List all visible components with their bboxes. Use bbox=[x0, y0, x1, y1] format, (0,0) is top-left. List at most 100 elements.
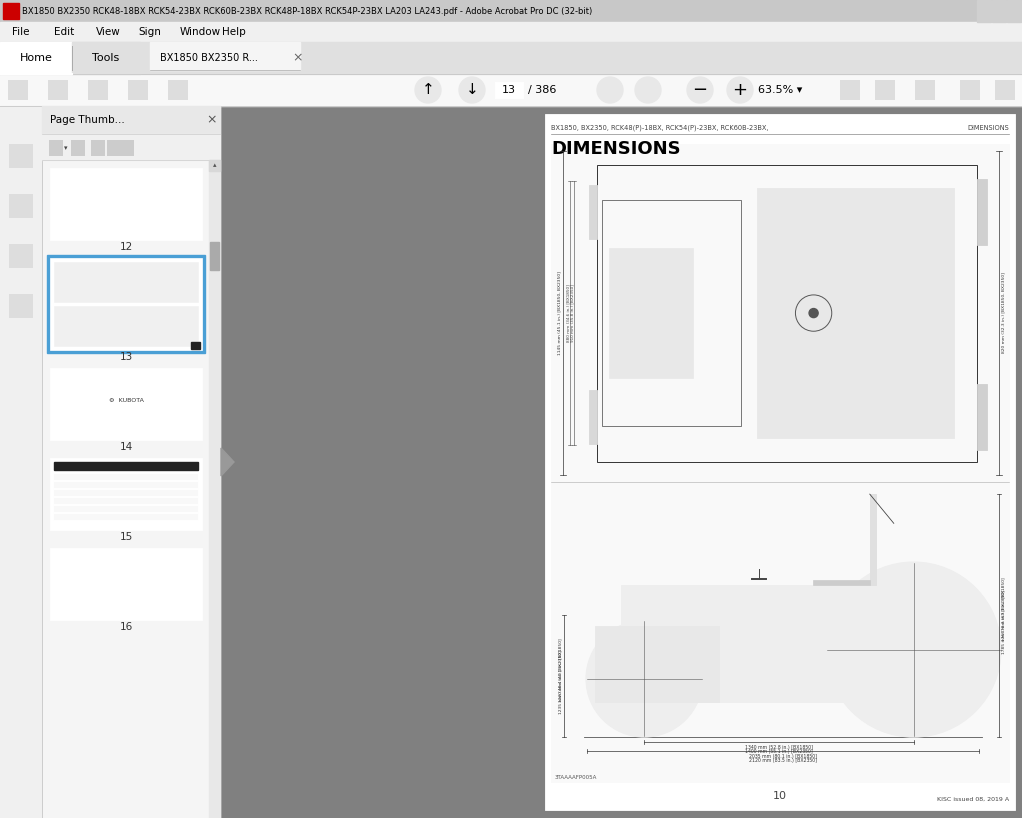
Bar bbox=[9, 294, 33, 318]
Text: +: + bbox=[733, 81, 747, 99]
Circle shape bbox=[727, 77, 753, 103]
Text: 1400 mm (55.1 in.) [BX2350]: 1400 mm (55.1 in.) [BX2350] bbox=[745, 749, 812, 754]
Bar bbox=[495, 82, 523, 98]
Polygon shape bbox=[221, 448, 234, 476]
Circle shape bbox=[635, 77, 661, 103]
Text: 12: 12 bbox=[120, 242, 133, 252]
Text: 3TAAAAFP005A: 3TAAAAFP005A bbox=[555, 775, 598, 780]
Text: −: − bbox=[693, 81, 707, 99]
Text: ↑: ↑ bbox=[422, 83, 434, 97]
Bar bbox=[54, 262, 198, 302]
Bar bbox=[992, 0, 1006, 22]
Bar bbox=[0, 74, 1022, 106]
Bar bbox=[191, 342, 200, 349]
Bar bbox=[977, 384, 987, 450]
Text: 1220 mm (48.1 in.) [BX1850]: 1220 mm (48.1 in.) [BX1850] bbox=[558, 638, 562, 702]
Circle shape bbox=[809, 308, 819, 317]
Text: 13: 13 bbox=[120, 352, 133, 362]
Bar bbox=[42, 134, 220, 160]
Bar bbox=[54, 462, 198, 470]
Bar bbox=[812, 581, 870, 586]
Text: 15: 15 bbox=[120, 532, 133, 542]
Text: Tools: Tools bbox=[92, 53, 120, 63]
Text: File: File bbox=[12, 27, 30, 37]
Bar bbox=[54, 490, 198, 496]
Bar bbox=[54, 474, 198, 480]
Bar bbox=[621, 586, 948, 702]
Bar bbox=[50, 258, 202, 350]
Text: BX1850 BX2350 R...: BX1850 BX2350 R... bbox=[160, 53, 258, 63]
Bar bbox=[0, 106, 1022, 818]
Text: 880 mm (34.6 in.) [BX1850]: 880 mm (34.6 in.) [BX1850] bbox=[566, 284, 570, 342]
Bar bbox=[545, 114, 1015, 810]
Bar bbox=[50, 368, 202, 440]
Text: BX1850, BX2350, RCK48(P)-18BX, RCK54(P)-23BX, RCK60B-23BX,: BX1850, BX2350, RCK48(P)-18BX, RCK54(P)-… bbox=[551, 124, 769, 131]
Bar bbox=[107, 140, 121, 156]
Text: 63.5% ▾: 63.5% ▾ bbox=[758, 85, 802, 95]
Text: 2035 mm (80.1 in.) [BX1850]: 2035 mm (80.1 in.) [BX1850] bbox=[749, 754, 817, 759]
Text: Window: Window bbox=[180, 27, 221, 37]
Bar bbox=[0, 22, 1022, 42]
Bar bbox=[50, 548, 202, 620]
Circle shape bbox=[459, 77, 485, 103]
Bar bbox=[88, 80, 108, 100]
Text: / 386: / 386 bbox=[528, 85, 556, 95]
Bar bbox=[875, 80, 895, 100]
Bar bbox=[54, 306, 198, 346]
Bar bbox=[596, 627, 719, 702]
Bar bbox=[49, 140, 63, 156]
Bar bbox=[1007, 0, 1021, 22]
Text: 820 mm (32.3 in.) [BX1850, BX2350]: 820 mm (32.3 in.) [BX1850, BX2350] bbox=[1001, 272, 1005, 353]
Bar bbox=[551, 144, 1009, 782]
Bar bbox=[54, 506, 198, 512]
Bar bbox=[597, 164, 977, 461]
Bar bbox=[977, 179, 987, 245]
Text: ×: × bbox=[206, 114, 217, 127]
Text: Help: Help bbox=[222, 27, 245, 37]
Bar bbox=[50, 458, 202, 530]
Bar bbox=[589, 186, 597, 239]
Circle shape bbox=[415, 77, 442, 103]
Text: 1785 mm (70.3 in.) [BX2350]: 1785 mm (70.3 in.) [BX2350] bbox=[1001, 590, 1005, 654]
Text: ▾: ▾ bbox=[64, 145, 67, 151]
Bar bbox=[0, 42, 72, 74]
Bar bbox=[0, 0, 1022, 22]
Text: KISC issued 08, 2019 A: KISC issued 08, 2019 A bbox=[937, 797, 1009, 802]
Circle shape bbox=[687, 77, 713, 103]
Text: View: View bbox=[96, 27, 121, 37]
Bar bbox=[0, 42, 1022, 74]
Bar bbox=[210, 160, 220, 171]
Text: ↓: ↓ bbox=[466, 83, 478, 97]
Text: 16: 16 bbox=[120, 622, 133, 632]
Text: 1235 mm (48.4 in.) [BX2350]: 1235 mm (48.4 in.) [BX2350] bbox=[558, 650, 562, 714]
Bar bbox=[72, 42, 140, 74]
Circle shape bbox=[826, 562, 1002, 737]
Text: 1340 mm (52.8 in.) [BX1850]: 1340 mm (52.8 in.) [BX1850] bbox=[745, 745, 812, 750]
Text: 1145 mm (45.1 in.) [BX1850, BX2350]: 1145 mm (45.1 in.) [BX1850, BX2350] bbox=[557, 272, 561, 355]
Bar bbox=[995, 80, 1015, 100]
Bar bbox=[960, 80, 980, 100]
Bar bbox=[3, 3, 19, 19]
Bar bbox=[9, 194, 33, 218]
Text: 10: 10 bbox=[773, 791, 787, 801]
Bar bbox=[840, 80, 860, 100]
Bar bbox=[54, 514, 198, 520]
Bar bbox=[91, 140, 105, 156]
Text: 910 mm (35.8 in.) [BX2350]: 910 mm (35.8 in.) [BX2350] bbox=[570, 284, 574, 342]
Bar bbox=[54, 498, 198, 504]
Text: Home: Home bbox=[19, 53, 52, 63]
Text: 1760 mm (69.3 in.) [BX1850]: 1760 mm (69.3 in.) [BX1850] bbox=[1001, 578, 1005, 641]
Text: Sign: Sign bbox=[138, 27, 160, 37]
Bar bbox=[977, 0, 991, 22]
Circle shape bbox=[586, 620, 703, 737]
Text: ⚙  KUBOTA: ⚙ KUBOTA bbox=[108, 398, 143, 402]
Text: ▴: ▴ bbox=[213, 163, 217, 169]
Text: Edit: Edit bbox=[54, 27, 75, 37]
Bar bbox=[756, 188, 955, 438]
Bar bbox=[9, 144, 33, 168]
Bar bbox=[42, 106, 220, 818]
Bar bbox=[42, 106, 220, 134]
Bar bbox=[609, 248, 693, 379]
Bar bbox=[915, 80, 935, 100]
Bar bbox=[602, 200, 741, 426]
